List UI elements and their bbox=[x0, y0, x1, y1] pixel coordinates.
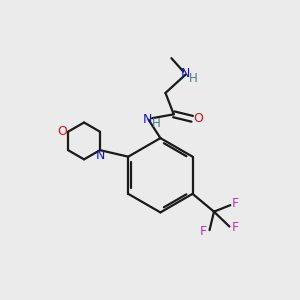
Text: F: F bbox=[200, 225, 207, 238]
Text: F: F bbox=[232, 197, 239, 210]
Text: O: O bbox=[57, 125, 67, 138]
Text: F: F bbox=[232, 221, 239, 234]
Text: N: N bbox=[95, 149, 105, 162]
Text: H: H bbox=[152, 117, 161, 130]
Text: N: N bbox=[143, 112, 153, 126]
Text: N: N bbox=[180, 68, 190, 80]
Text: O: O bbox=[193, 112, 203, 125]
Text: H: H bbox=[189, 72, 198, 85]
